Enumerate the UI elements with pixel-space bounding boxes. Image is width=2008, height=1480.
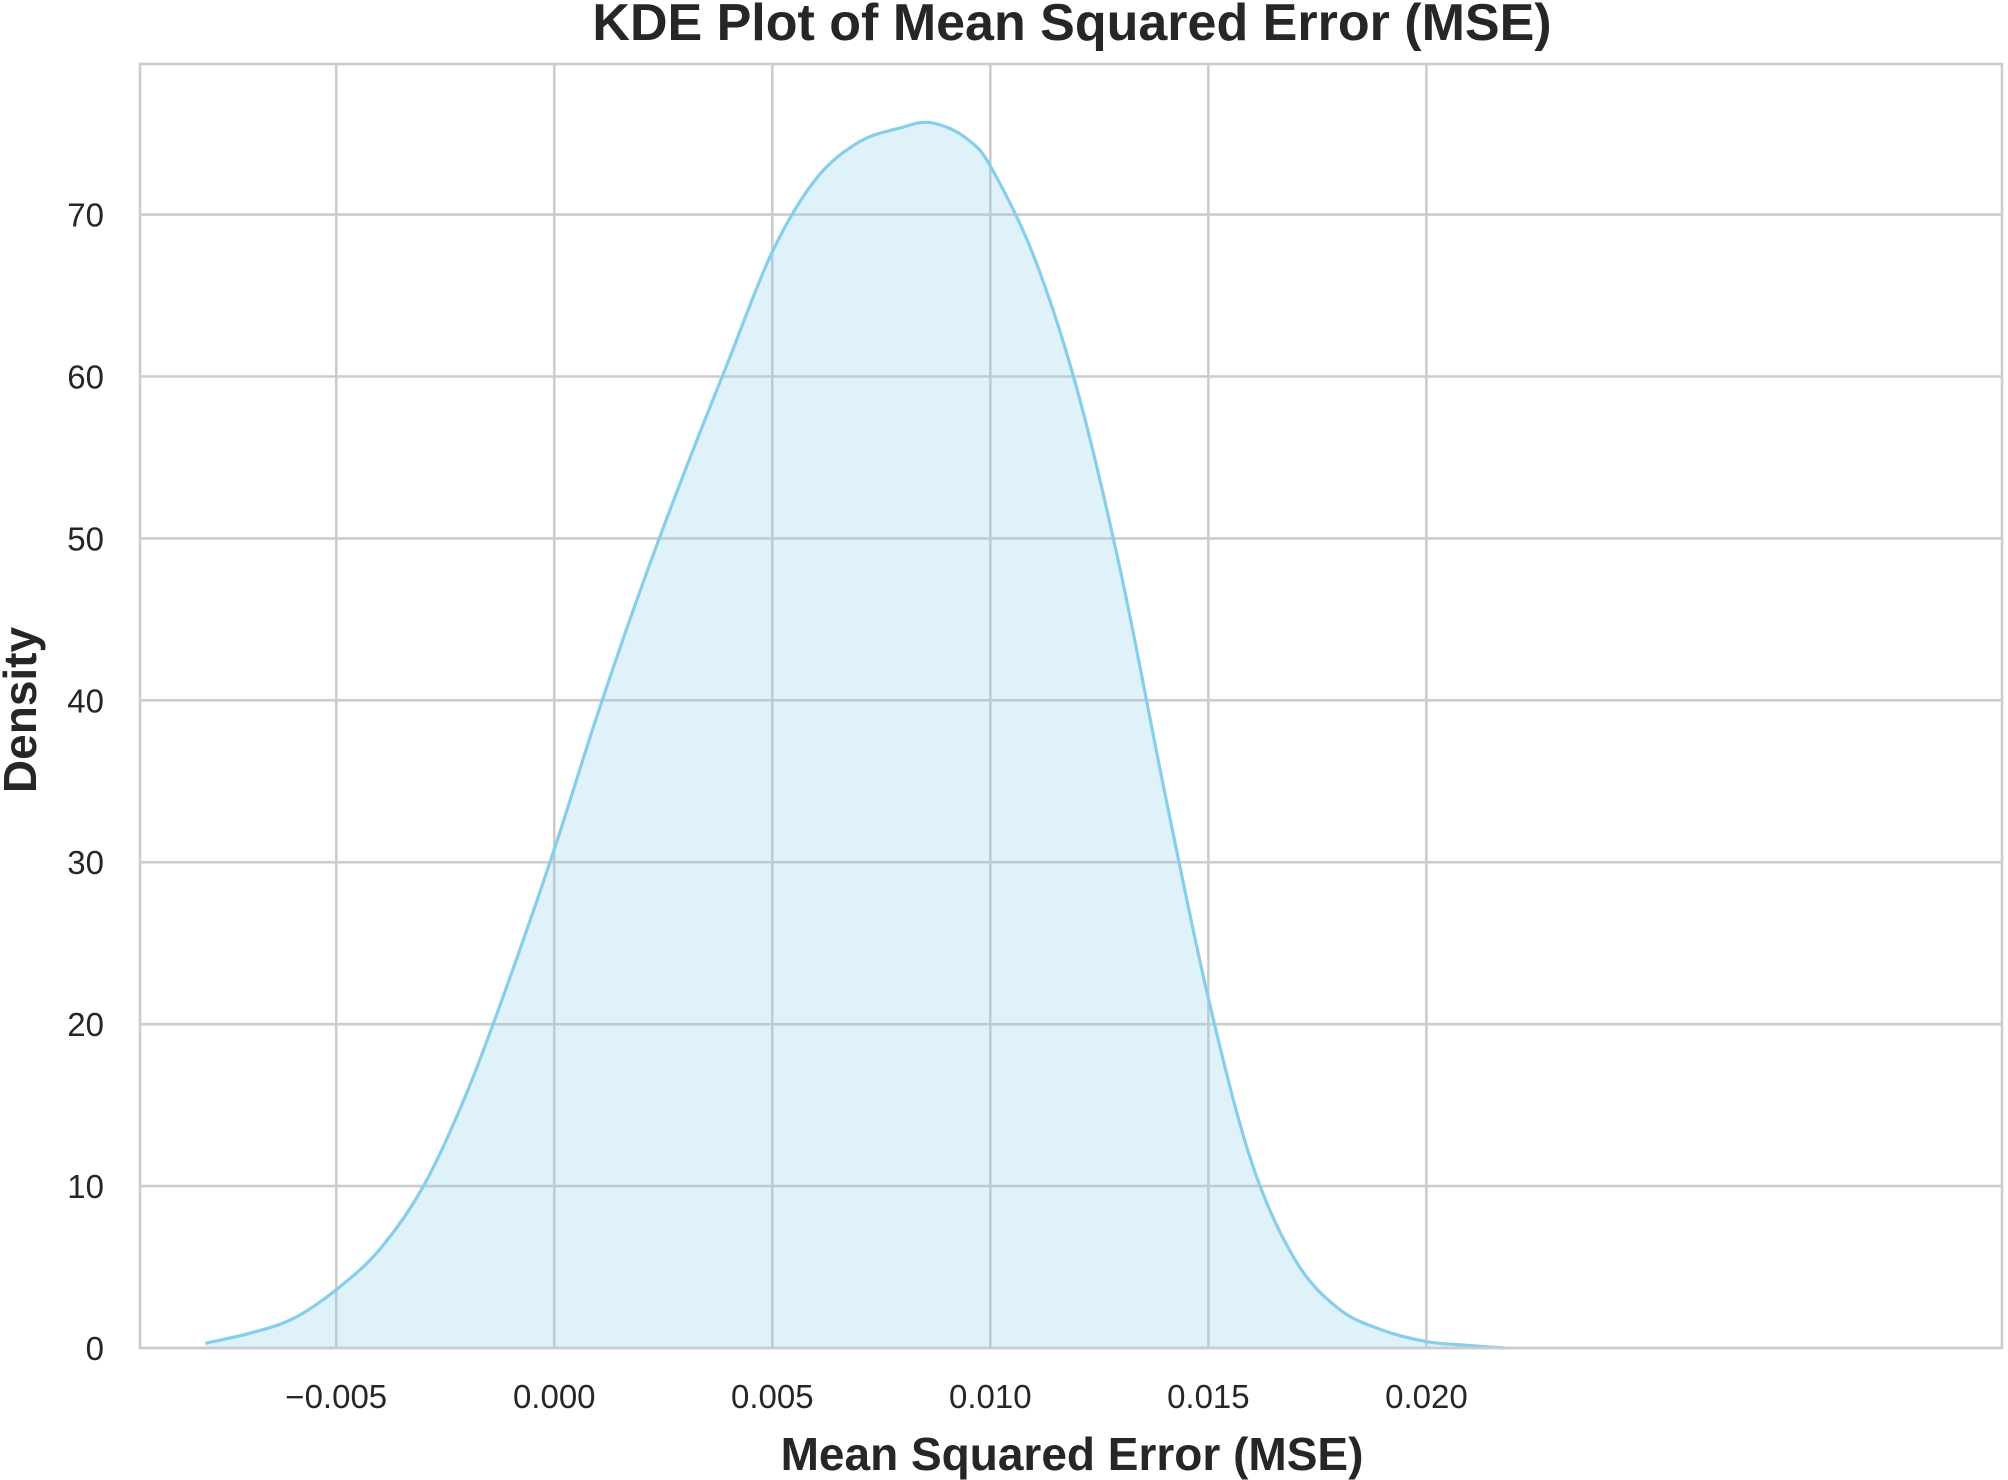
kde-density-line	[205, 120, 1505, 1350]
y-tick-label: 20	[67, 1006, 104, 1043]
y-tick-label: 50	[67, 520, 104, 557]
x-tick-label: 0.020	[1385, 1378, 1468, 1415]
kde-density-area	[205, 122, 1505, 1348]
y-tick-label: 30	[67, 844, 104, 881]
y-tick-label: 70	[67, 197, 104, 234]
x-axis-label: Mean Squared Error (MSE)	[781, 1428, 1364, 1480]
chart-title: KDE Plot of Mean Squared Error (MSE)	[592, 0, 1551, 52]
y-axis-label: Density	[0, 627, 46, 794]
y-tick-label: 0	[86, 1330, 104, 1367]
x-tick-label: 0.015	[1167, 1378, 1250, 1415]
x-tick-label: −0.005	[285, 1378, 387, 1415]
x-tick-label: 0.010	[949, 1378, 1032, 1415]
x-tick-label: 0.000	[513, 1378, 596, 1415]
y-tick-label: 40	[67, 682, 104, 719]
plot-frame	[138, 62, 2004, 1350]
tick-labels: −0.005 0.000 0.005 0.010 0.015 0.020 0 10 20 30 40…	[67, 197, 1467, 1415]
x-tick-label: 0.005	[731, 1378, 814, 1415]
grid	[140, 64, 2002, 1350]
y-tick-label: 10	[67, 1168, 104, 1205]
y-tick-label: 60	[67, 358, 104, 395]
